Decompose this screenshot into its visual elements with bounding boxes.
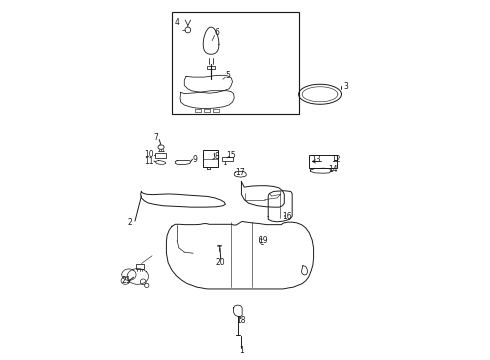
Bar [203,150,218,167]
Text: 11: 11 [144,157,153,166]
Text: 18: 18 [237,316,246,325]
Text: 7: 7 [153,133,158,142]
Text: 6: 6 [215,28,220,37]
Text: 9: 9 [193,155,197,164]
Text: 14: 14 [328,166,337,175]
Text: 12: 12 [332,155,341,164]
Bar [309,155,337,168]
Text: 1: 1 [239,346,244,355]
Text: 16: 16 [282,212,292,221]
Text: 19: 19 [258,235,268,244]
Text: 17: 17 [236,168,245,177]
Text: 10: 10 [144,150,153,159]
Text: 2: 2 [127,218,132,227]
Text: 13: 13 [311,155,321,164]
Text: 21: 21 [122,275,131,284]
Text: 20: 20 [216,258,225,267]
Bar [155,153,166,158]
Bar [136,264,144,269]
Bar [222,157,233,161]
Text: 4: 4 [175,18,179,27]
Text: 3: 3 [343,82,348,91]
Text: 5: 5 [225,71,230,80]
Bar [172,12,298,114]
Bar [207,66,215,69]
Text: 8: 8 [214,152,219,161]
Text: 15: 15 [226,151,236,160]
